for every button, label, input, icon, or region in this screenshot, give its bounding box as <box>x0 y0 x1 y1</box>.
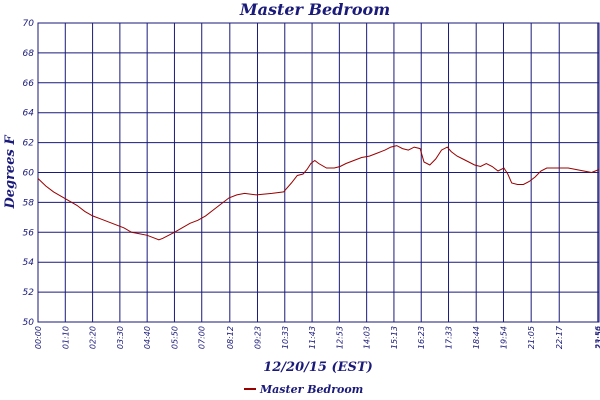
chart-grid <box>37 22 600 323</box>
x-tick-label: 23:59 <box>595 326 600 349</box>
x-tick-label: 22:17 <box>555 325 564 349</box>
x-tick-label: 19:54 <box>499 326 508 349</box>
legend-label: Master Bedroom <box>259 383 363 396</box>
y-tick-label: 52 <box>23 288 35 298</box>
x-tick-label: 07:00 <box>198 326 207 349</box>
y-tick-label: 66 <box>23 79 35 89</box>
x-tick-label: 21:05 <box>527 326 536 349</box>
x-tick-label: 17:33 <box>445 326 454 349</box>
x-tick-label: 10:33 <box>281 326 290 349</box>
x-tick-label: 16:23 <box>417 326 426 349</box>
y-tick-label: 50 <box>23 318 35 328</box>
x-tick-label: 08:12 <box>226 326 235 349</box>
y-tick-label: 64 <box>23 109 35 119</box>
x-tick-label: 03:30 <box>116 326 125 349</box>
series-line-master-bedroom <box>37 145 600 241</box>
y-tick-label: 68 <box>23 49 35 59</box>
x-tick-label: 14:03 <box>363 326 372 349</box>
x-tick-label: 23:56 <box>594 326 600 349</box>
x-axis-ticks: 00:00 01:10 02:20 03:30 04:40 05:50 07:00 08:12… <box>34 325 600 349</box>
plot-frame <box>37 22 600 323</box>
y-tick-label: 62 <box>23 139 35 149</box>
x-tick-label: 18:44 <box>472 326 481 349</box>
x-tick-label: 00:00 <box>34 326 43 349</box>
x-tick-label: 05:50 <box>170 326 179 349</box>
y-tick-label: 56 <box>23 228 35 238</box>
y-tick-label: 70 <box>23 19 35 29</box>
x-tick-label: 09:23 <box>253 326 262 349</box>
x-tick-label: 12:53 <box>335 326 344 349</box>
x-axis-label: 12/20/15 (EST) <box>263 360 373 375</box>
chart-title: Master Bedroom <box>239 0 390 19</box>
legend: Master Bedroom <box>244 383 363 396</box>
y-tick-label: 58 <box>23 198 35 208</box>
y-axis-label: Degrees F <box>3 135 18 210</box>
x-tick-label: 04:40 <box>143 326 152 349</box>
y-axis-ticks: 50 52 54 56 58 60 62 64 66 68 70 <box>23 19 35 328</box>
y-tick-label: 60 <box>23 169 35 179</box>
x-tick-label: 01:10 <box>61 326 70 349</box>
x-tick-label: 15:13 <box>390 326 399 349</box>
x-tick-label: 02:20 <box>89 326 98 349</box>
y-tick-label: 54 <box>23 258 35 268</box>
x-tick-label: 11:43 <box>308 326 317 349</box>
